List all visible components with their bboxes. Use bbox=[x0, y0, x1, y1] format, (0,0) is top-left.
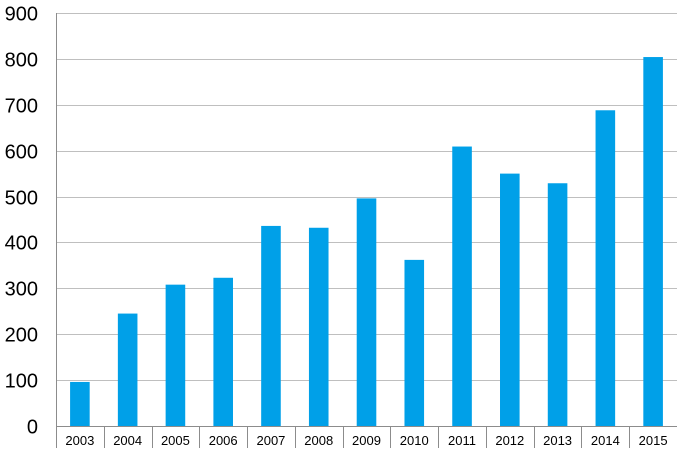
bar-2006 bbox=[213, 277, 233, 426]
bar-2009 bbox=[356, 198, 377, 426]
x-tick-label: 2012 bbox=[495, 433, 524, 448]
bar-2010 bbox=[404, 259, 425, 426]
bar-2005 bbox=[165, 284, 186, 426]
bars bbox=[70, 57, 663, 427]
bar-2003 bbox=[70, 381, 90, 426]
y-tick-label: 0 bbox=[27, 417, 38, 439]
x-tick-label: 2003 bbox=[65, 433, 94, 448]
y-tick-label: 700 bbox=[5, 96, 38, 118]
tick-labels: 0 100 200 300 400 500 600 700 800 900 2003 2004 2005… bbox=[5, 4, 668, 449]
y-tick-label: 100 bbox=[5, 371, 38, 393]
x-tick-label: 2007 bbox=[256, 433, 285, 448]
bar-2014 bbox=[595, 110, 616, 426]
bar-2004 bbox=[117, 313, 138, 426]
y-tick-label: 900 bbox=[5, 4, 38, 26]
x-tick-label: 2005 bbox=[161, 433, 190, 448]
y-tick-label: 400 bbox=[5, 233, 38, 255]
x-tick-label: 2013 bbox=[543, 433, 572, 448]
bar-2008 bbox=[308, 227, 329, 426]
x-tick-label: 2014 bbox=[591, 433, 620, 448]
axes bbox=[56, 13, 677, 448]
y-tick-label: 300 bbox=[5, 279, 38, 301]
x-tick-label: 2004 bbox=[113, 433, 142, 448]
y-tick-label: 600 bbox=[5, 142, 38, 164]
x-tick-label: 2011 bbox=[448, 433, 476, 448]
bar-2011 bbox=[452, 146, 472, 427]
y-tick-label: 500 bbox=[5, 188, 38, 210]
y-tick-label: 200 bbox=[5, 325, 38, 347]
y-tick-label: 800 bbox=[5, 50, 38, 72]
x-tick-label: 2015 bbox=[639, 433, 668, 448]
x-tick-label: 2008 bbox=[304, 433, 333, 448]
bar-2013 bbox=[547, 183, 568, 426]
x-tick-label: 2009 bbox=[352, 433, 381, 448]
x-tick-label: 2006 bbox=[209, 433, 238, 448]
bar-2007 bbox=[261, 225, 281, 426]
bar-2015 bbox=[643, 57, 663, 427]
gridlines bbox=[56, 13, 677, 381]
x-tick-label: 2010 bbox=[400, 433, 429, 448]
bar-2012 bbox=[500, 173, 520, 426]
